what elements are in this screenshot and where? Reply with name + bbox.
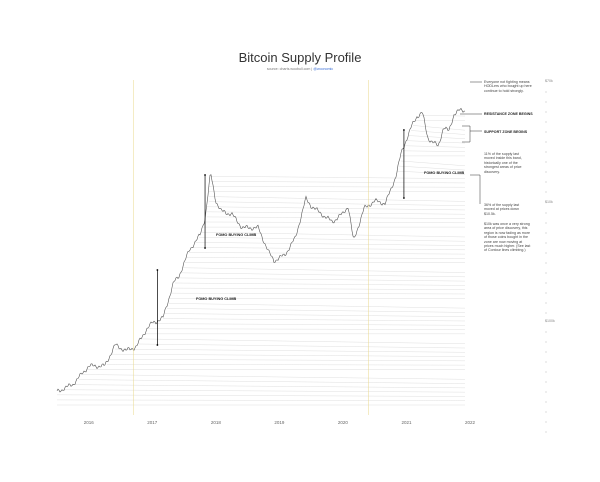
- fomo-arrow-tail: [156, 344, 159, 346]
- resistance-zone-label: RESISTANCE ZONE BEGINS: [484, 112, 533, 116]
- supply-band-line: [208, 186, 466, 188]
- supply-band-line: [106, 364, 466, 366]
- x-tick-label: 2018: [211, 420, 222, 425]
- fomo-label: FOMO BUYING CLIMB: [216, 233, 257, 237]
- supply-band-line: [412, 125, 466, 131]
- supply-band-line: [110, 354, 466, 357]
- supply-band-line: [208, 196, 466, 202]
- supply-band-line: [194, 242, 466, 246]
- supply-band-line: [402, 150, 466, 152]
- supply-band-line: [172, 287, 466, 290]
- supply-band-line: [192, 247, 466, 250]
- x-tick-label: 2020: [338, 420, 349, 425]
- supply-band-line: [166, 308, 466, 313]
- supply-band-line: [178, 277, 466, 282]
- side-note-10k: $10k was once a very strong area of pric…: [484, 222, 531, 253]
- supply-band-line: [210, 181, 466, 184]
- supply-band-line: [198, 237, 466, 242]
- supply-band-line: [418, 115, 466, 117]
- axes: 2016 2017 2018 2019 2020 2021 2022 $70k $10k $100…: [84, 79, 555, 433]
- side-note-hodlers: Everyone not fighting means HODLers who …: [484, 80, 532, 93]
- price-line: [56, 107, 466, 393]
- x-tick-label: 2021: [401, 420, 412, 425]
- supply-band-line: [200, 232, 466, 238]
- supply-band-line: [108, 359, 466, 362]
- source-handle-link[interactable]: @woonomic: [313, 67, 334, 71]
- fomo-arrow-head: [204, 174, 206, 176]
- supply-band-line: [162, 318, 466, 322]
- fomo-arrow-head: [403, 129, 405, 131]
- y-tick-label: $70k: [545, 79, 553, 83]
- x-tick-label: 2016: [84, 420, 95, 425]
- source-text: source: charts.woobull.com: [266, 67, 311, 71]
- fomo-arrow-tail: [403, 197, 405, 199]
- supply-band-line: [396, 171, 466, 175]
- supply-band-line: [180, 272, 466, 277]
- supply-band-line: [114, 348, 466, 353]
- y-tick-label: $10k: [545, 200, 553, 204]
- supply-band-line: [206, 216, 466, 219]
- x-tick-label: 2022: [465, 420, 476, 425]
- supply-band-line: [82, 374, 466, 380]
- side-note-band: 11% of the supply last moved inside this…: [484, 152, 522, 174]
- chart-source: source: charts.woobull.com | @woonomic: [266, 67, 334, 71]
- x-tick-label: 2019: [274, 420, 285, 425]
- supply-band-line: [206, 211, 466, 215]
- supply-band-line: [72, 384, 466, 389]
- support-zone-label: SUPPORT ZONE BEGINS: [484, 130, 528, 134]
- supply-band-line: [62, 389, 466, 393]
- supply-band-line: [204, 221, 466, 223]
- supply-band-line: [398, 165, 466, 171]
- supply-band-line: [56, 399, 466, 401]
- fomo-label: FOMO BUYING CLIMB: [424, 171, 465, 175]
- supply-band-line: [138, 343, 466, 349]
- supply-band-line: [210, 176, 466, 179]
- supply-band-line: [146, 328, 466, 330]
- supply-band-line: [208, 201, 466, 206]
- y-tick-label: $100k: [545, 319, 555, 323]
- supply-band-line: [78, 379, 466, 384]
- supply-band-line: [206, 206, 466, 211]
- supply-band-line: [186, 257, 466, 259]
- side-note-supply: 36% of the supply last moved at prices d…: [484, 203, 520, 216]
- chart-title: Bitcoin Supply Profile: [238, 50, 362, 65]
- supply-band-line: [140, 338, 466, 344]
- band-connector: [470, 174, 481, 204]
- supply-band-line: [152, 323, 466, 326]
- supply-band-line: [56, 394, 466, 397]
- supply-band-line: [182, 267, 466, 273]
- supply-band-line: [410, 130, 466, 135]
- supply-band-line: [174, 282, 466, 286]
- price-series: [56, 107, 466, 393]
- fomo-label: FOMO BUYING CLIMB: [196, 297, 237, 301]
- supply-contour-bands: [56, 115, 466, 406]
- support-bracket: [462, 125, 471, 143]
- supply-band-line: [404, 145, 466, 148]
- supply-band-line: [400, 160, 466, 166]
- supply-band-line: [170, 293, 466, 295]
- supply-band-line: [164, 313, 466, 317]
- x-tick-label: 2017: [147, 420, 158, 425]
- supply-band-line: [408, 135, 466, 139]
- annotations: FOMO BUYING CLIMB FOMO BUYING CLIMB FOMO B…: [156, 81, 482, 346]
- supply-band-line: [406, 140, 466, 144]
- supply-band-line: [188, 252, 466, 255]
- fomo-arrow-tail: [204, 247, 206, 249]
- supply-band-line: [168, 303, 466, 309]
- fomo-arrow-head: [156, 269, 159, 271]
